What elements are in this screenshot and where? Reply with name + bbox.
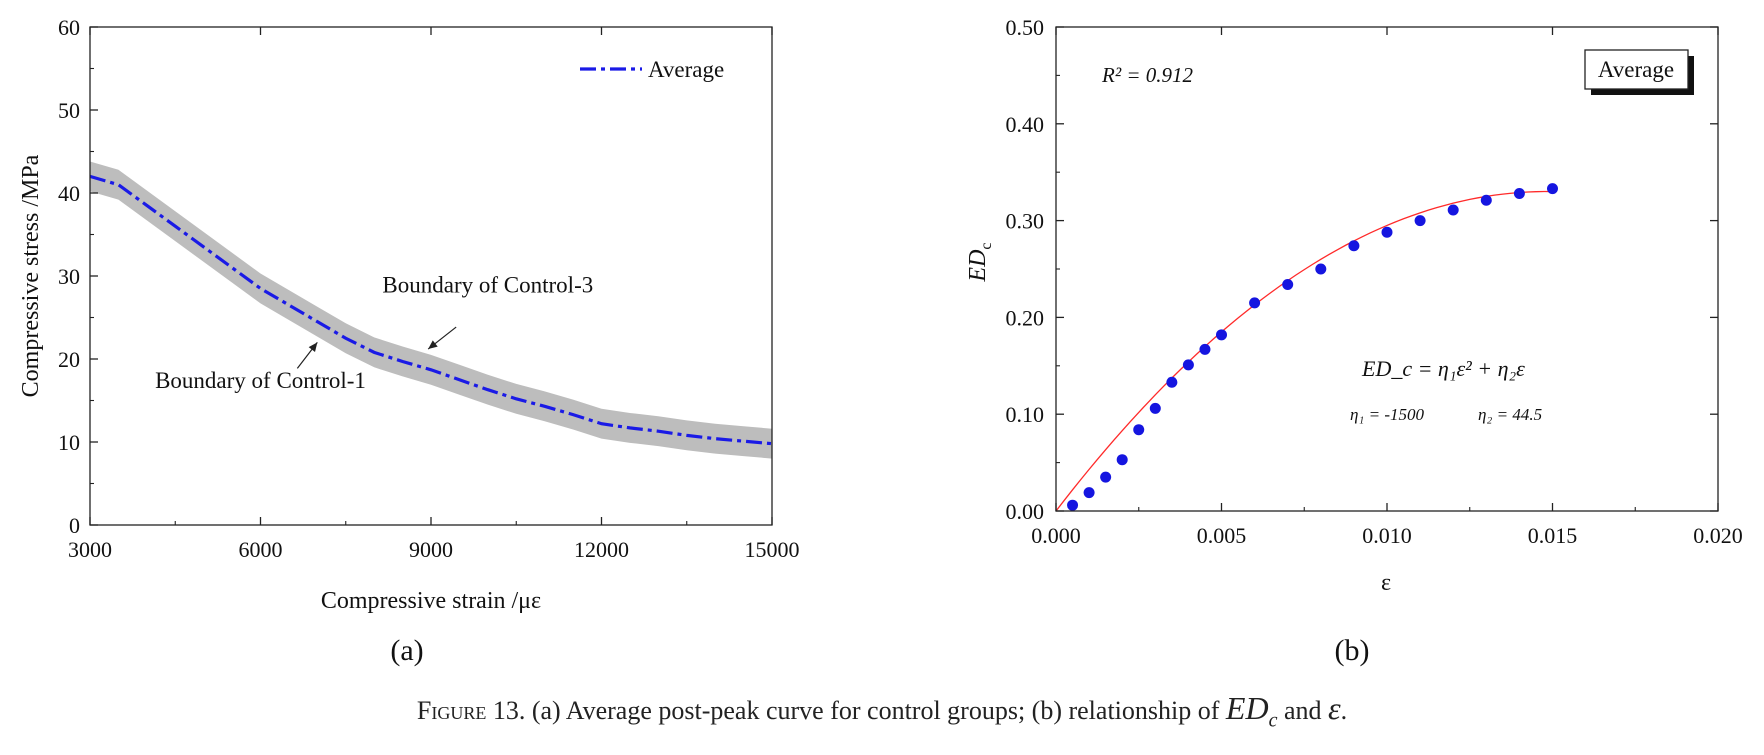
data-point: [1166, 376, 1178, 388]
data-point: [1513, 187, 1525, 199]
data-point: [1100, 471, 1112, 483]
control-boundary-band: [90, 161, 772, 459]
y-axis-label-b: EDc: [965, 242, 995, 282]
y-tick-label-b: 0.30: [1006, 209, 1045, 234]
y-tick-label-a: 0: [69, 513, 80, 538]
y-tick-label-b: 0.00: [1006, 499, 1045, 524]
panel-b: 0.000 0.005 0.010 0.015 0.020 0.00 0.10 0.20 0.3…: [965, 15, 1743, 667]
data-point: [1381, 226, 1393, 238]
data-point: [1480, 194, 1492, 206]
x-tick-label-a: 6000: [239, 537, 283, 562]
x-tick-label-a: 12000: [574, 537, 629, 562]
annotations-a: Boundary of Control-3 Boundary of Control…: [155, 273, 593, 393]
data-point: [1182, 359, 1194, 371]
data-point: [1414, 215, 1426, 227]
annotation-label: Boundary of Control-3: [382, 273, 593, 298]
legend-label-average-b: Average: [1598, 57, 1674, 82]
caption-end: .: [1340, 696, 1348, 725]
panel-a: 3000 6000 9000 12000 15000 0 10 20 30 40 50 60 Comp…: [18, 15, 800, 667]
y-tick-label-a: 40: [58, 181, 80, 206]
data-point: [1547, 183, 1558, 195]
y-tick-label-a: 30: [58, 264, 80, 289]
x-tick-label-b: 0.020: [1693, 523, 1743, 548]
fit-equation: ED_c = η₁ε² + η₂ε: [1361, 356, 1525, 381]
data-point: [1282, 278, 1294, 290]
series-line-average: [89, 174, 773, 446]
legend-label-average: Average: [648, 57, 724, 82]
x-axis-label-a: Compressive strain /με: [321, 588, 541, 614]
caption-and: and: [1277, 696, 1328, 725]
y-tick-label-b: 0.50: [1006, 15, 1045, 40]
data-point: [1447, 204, 1459, 216]
data-point: [1348, 240, 1360, 252]
annotation-arrowhead: [428, 340, 438, 350]
legend-b: Average: [1584, 49, 1694, 95]
x-axis-label-b: ε: [1381, 570, 1391, 596]
data-point: [1315, 263, 1327, 275]
axis-ticks-b: 0.000 0.005 0.010 0.015 0.020 0.00 0.10 0.20 0.3…: [1006, 15, 1743, 548]
legend-box: [1584, 49, 1689, 90]
x-tick-label-a: 3000: [68, 537, 112, 562]
y-tick-label-b: 0.40: [1006, 112, 1045, 137]
y-tick-label-a: 10: [58, 430, 80, 455]
data-point: [1133, 424, 1145, 436]
caption-symbol-epsilon: ε: [1328, 690, 1341, 726]
x-tick-label-a: 15000: [745, 537, 800, 562]
data-point: [1249, 297, 1261, 309]
y-tick-label-a: 60: [58, 15, 80, 40]
x-tick-label-a: 9000: [409, 537, 453, 562]
data-point: [1216, 329, 1227, 341]
panel-label-a: (a): [390, 634, 423, 667]
data-point: [1083, 487, 1095, 499]
panel-label-b: (b): [1335, 634, 1370, 667]
x-tick-label-b: 0.010: [1362, 523, 1412, 548]
data-point: [1149, 402, 1161, 414]
caption-text: (a) Average post-peak curve for control …: [525, 696, 1226, 725]
eta2-value: η₂ = 44.5: [1478, 405, 1542, 424]
axis-ticks-a: 3000 6000 9000 12000 15000 0 10 20 30 40 50 60: [58, 15, 800, 562]
data-point: [1116, 454, 1128, 466]
x-tick-label-b: 0.000: [1031, 523, 1081, 548]
y-tick-label-b: 0.20: [1006, 305, 1045, 330]
data-point: [1067, 499, 1079, 511]
y-tick-label-a: 50: [58, 98, 80, 123]
plot-frame-b: [1055, 26, 1719, 512]
legend-a: Average: [580, 57, 724, 82]
x-tick-label-b: 0.005: [1197, 523, 1247, 548]
annotation-arrowhead: [308, 342, 318, 352]
caption-symbol-edc: EDc: [1225, 690, 1278, 732]
figure-caption: Figure 13. (a) Average post-peak curve f…: [0, 690, 1764, 732]
fit-curve: [1055, 190, 1553, 512]
annotation-label: Boundary of Control-1: [155, 368, 366, 393]
y-tick-label-b: 0.10: [1006, 402, 1045, 427]
y-tick-label-a: 20: [58, 347, 80, 372]
caption-figure-number: Figure 13.: [416, 696, 526, 725]
scatter-points: [1067, 183, 1558, 511]
data-point: [1199, 343, 1211, 355]
r-squared-label: R² = 0.912: [1101, 63, 1194, 87]
eta1-value: η₁ = -1500: [1350, 405, 1424, 424]
x-tick-label-b: 0.015: [1528, 523, 1578, 548]
y-axis-label-a: Compressive stress /MPa: [18, 154, 44, 397]
